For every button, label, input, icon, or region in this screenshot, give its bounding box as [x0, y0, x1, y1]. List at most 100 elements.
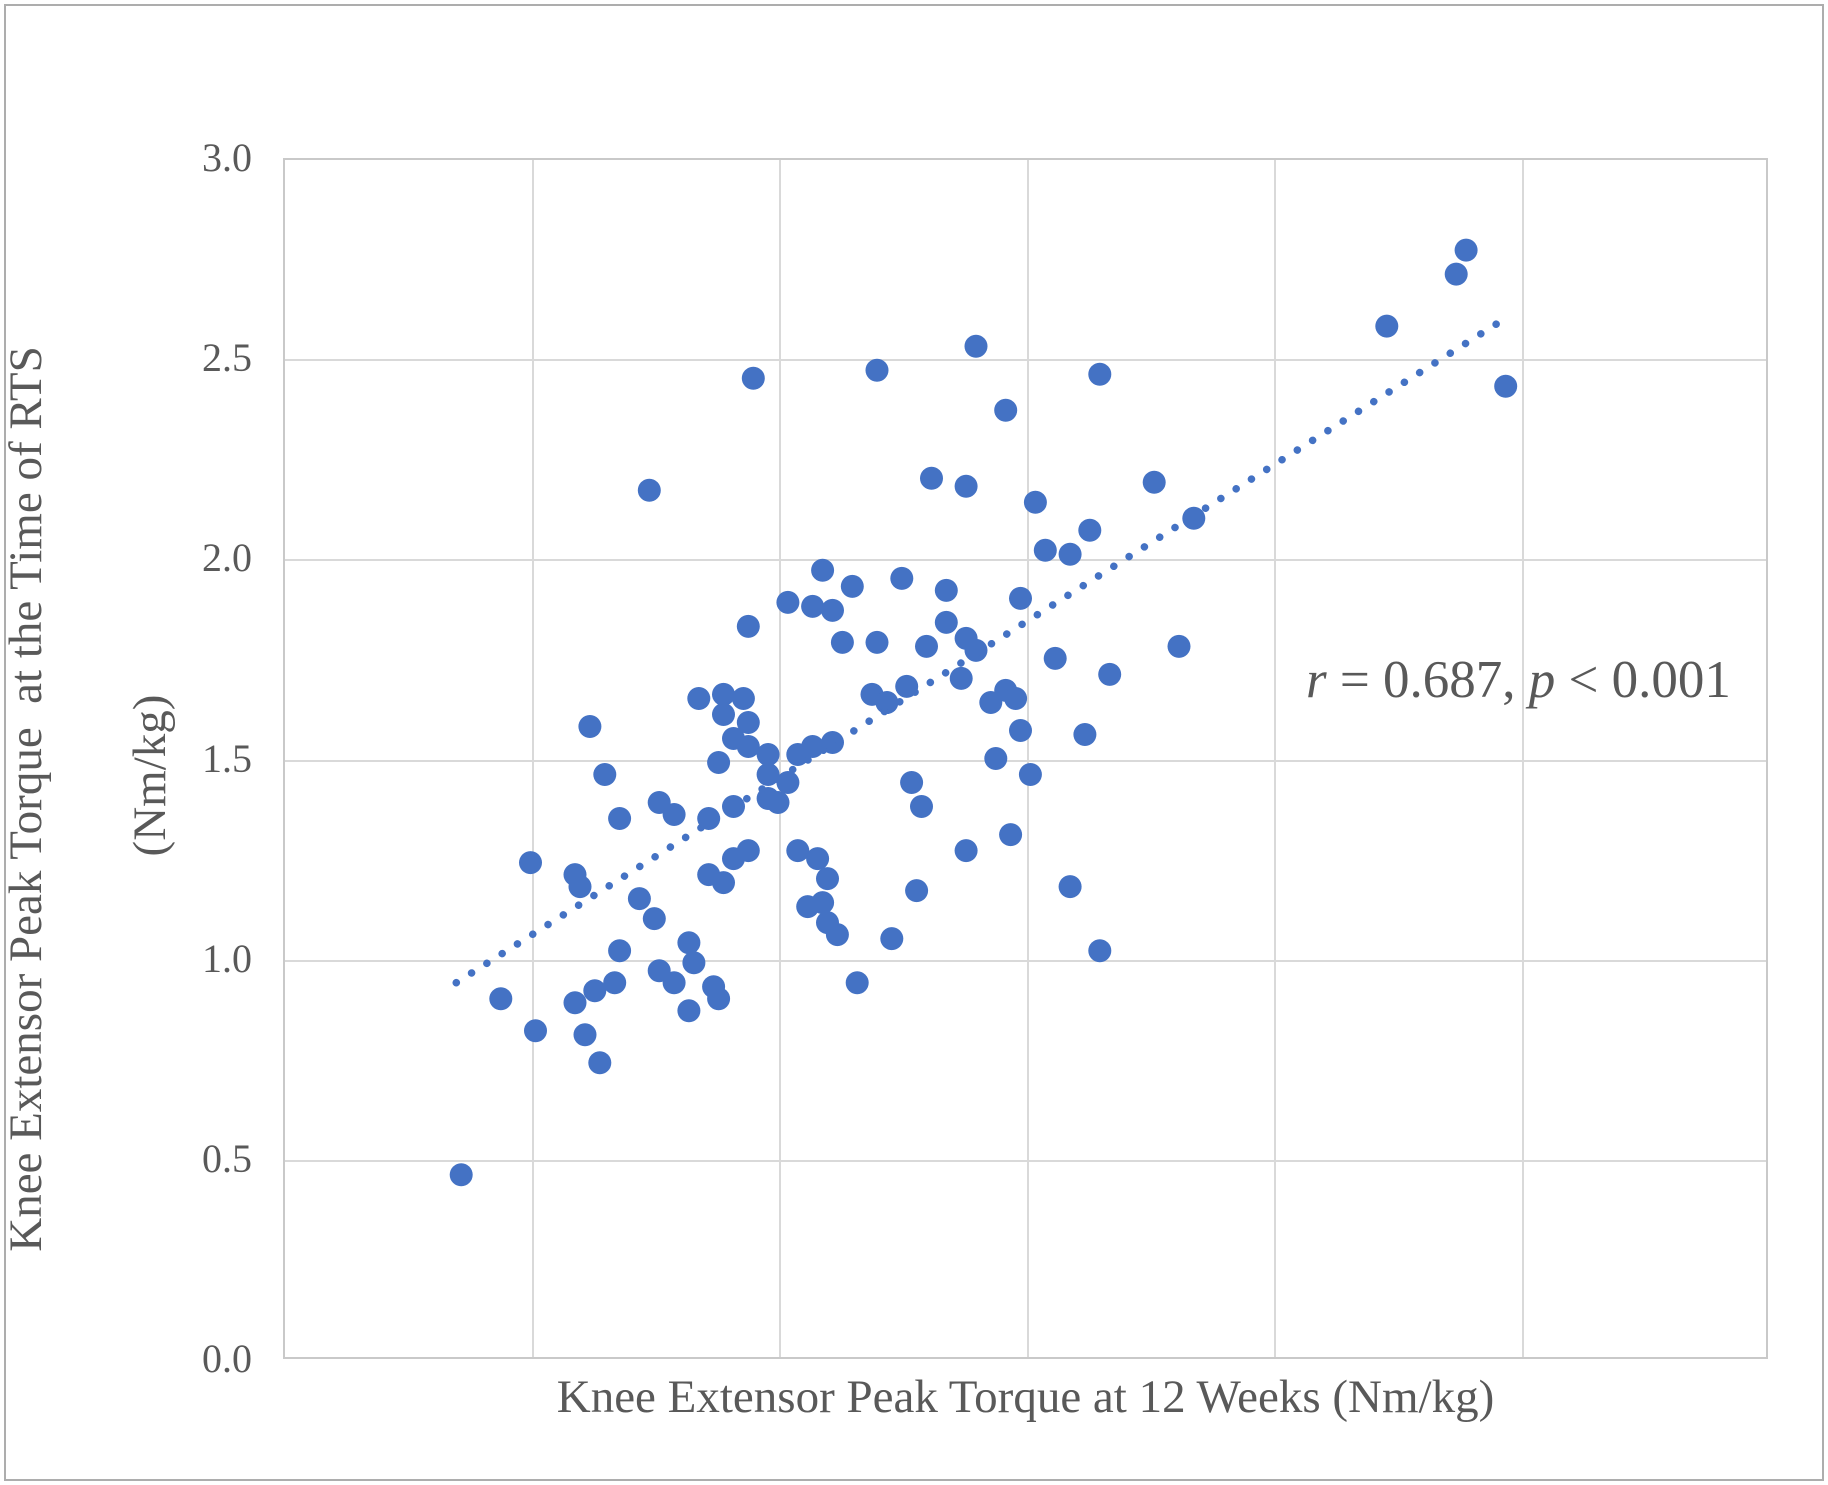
scatter-point	[736, 614, 760, 638]
trend-line	[452, 314, 1510, 987]
scatter-point	[583, 979, 607, 1003]
gridline-vertical	[779, 160, 781, 1357]
scatter-point	[1009, 719, 1032, 742]
scatter-point	[1098, 662, 1122, 686]
scatter-point	[524, 1019, 547, 1043]
gridline-horizontal	[285, 559, 1766, 562]
scatter-point	[608, 807, 632, 830]
scatter-point	[954, 474, 978, 498]
scatter-point	[1088, 939, 1112, 963]
scatter-point	[776, 590, 800, 614]
scatter-point	[900, 771, 924, 794]
scatter-point	[845, 971, 869, 995]
scatter-point	[905, 879, 929, 903]
scatter-point	[1004, 687, 1028, 710]
scatter-point	[1018, 763, 1042, 786]
scatter-point	[1058, 875, 1082, 899]
scatter-point	[910, 795, 933, 818]
scatter-point	[821, 598, 844, 622]
y-tick-label: 1.5	[202, 735, 252, 781]
scatter-point	[954, 839, 978, 863]
scatter-point	[1078, 518, 1102, 542]
scatter-point	[736, 711, 760, 734]
figure-border	[4, 4, 1824, 1481]
y-axis-title: Knee Extensor Peak Torque at the Time of…	[0, 129, 176, 1469]
scatter-point	[756, 743, 780, 766]
scatter-point	[736, 839, 760, 863]
scatter-point	[1033, 538, 1057, 562]
gridline-vertical	[1026, 160, 1029, 1357]
scatter-point	[825, 923, 849, 947]
scatter-point	[662, 971, 686, 995]
scatter-point	[964, 334, 988, 358]
scatter-point	[712, 871, 735, 895]
y-tick-label: 2.5	[202, 335, 252, 381]
scatter-point	[707, 751, 731, 774]
x-axis-title: Knee Extensor Peak Torque at 12 Weeks (N…	[556, 1371, 1495, 1423]
scatter-point	[920, 466, 943, 490]
scatter-point	[627, 887, 651, 911]
y-tick-label: 3.0	[202, 135, 252, 180]
scatter-point	[1058, 542, 1082, 566]
scatter-point	[741, 366, 765, 390]
scatter-point	[875, 691, 899, 714]
scatter-point	[1375, 314, 1399, 338]
scatter-point	[984, 747, 1008, 770]
scatter-point	[821, 731, 844, 754]
scatter-point	[934, 578, 958, 602]
scatter-point	[1023, 490, 1047, 514]
gridline-horizontal	[285, 959, 1766, 962]
correlation-annotation: r = 0.687, p < 0.001	[1306, 650, 1786, 720]
scatter-point	[890, 566, 914, 590]
scatter-point	[608, 939, 632, 963]
scatter-point	[880, 927, 904, 951]
gridline-vertical	[531, 160, 534, 1357]
scatter-point	[801, 735, 825, 758]
scatter-point	[766, 791, 790, 814]
scatter-point	[811, 558, 835, 582]
scatter-point	[816, 867, 839, 891]
scatter-point	[865, 630, 889, 654]
scatter-point	[573, 1023, 597, 1047]
scatter-point	[736, 735, 760, 758]
scatter-point	[776, 771, 800, 794]
gridline-horizontal	[285, 1159, 1766, 1162]
scatter-point	[811, 891, 835, 915]
scatter-point	[1073, 723, 1097, 746]
scatter-point	[1142, 470, 1166, 494]
scatter-point	[840, 574, 864, 598]
scatter-point	[1444, 262, 1468, 286]
scatter-point	[1167, 634, 1191, 658]
gridline-vertical	[1274, 160, 1276, 1357]
scatter-point	[830, 630, 854, 654]
scatter-point	[489, 987, 513, 1011]
y-tick-label: 1.0	[202, 935, 252, 981]
scatter-point	[682, 951, 706, 975]
scatter-point	[1043, 646, 1067, 670]
y-axis-title-line1: Knee Extensor Peak Torque at the Time of…	[0, 346, 52, 1252]
scatter-point	[801, 594, 825, 618]
scatter-point	[568, 875, 592, 899]
scatter-point	[1009, 586, 1032, 610]
scatter-point	[949, 666, 973, 690]
scatter-point	[578, 715, 602, 738]
scatter-point	[1088, 362, 1112, 386]
scatter-point	[1454, 238, 1478, 262]
scatter-point	[712, 682, 735, 706]
plot-area	[283, 158, 1768, 1359]
scatter-point	[865, 358, 889, 382]
p-value-text: < 0.001	[1555, 651, 1731, 709]
gridline-vertical	[1521, 160, 1524, 1357]
y-tick-label: 2.0	[202, 535, 252, 581]
scatter-point	[637, 478, 661, 502]
scatter-point	[593, 763, 617, 786]
r-symbol: r	[1306, 651, 1327, 709]
scatter-point	[687, 687, 711, 710]
scatter-point	[677, 999, 701, 1023]
scatter-point	[934, 610, 958, 634]
y-axis-tick-labels: 0.0 0.5 1.0 1.5 2.0 2.5 3.0	[0, 0, 252, 1485]
scatter-point	[999, 823, 1023, 847]
scatter-point	[915, 634, 938, 658]
